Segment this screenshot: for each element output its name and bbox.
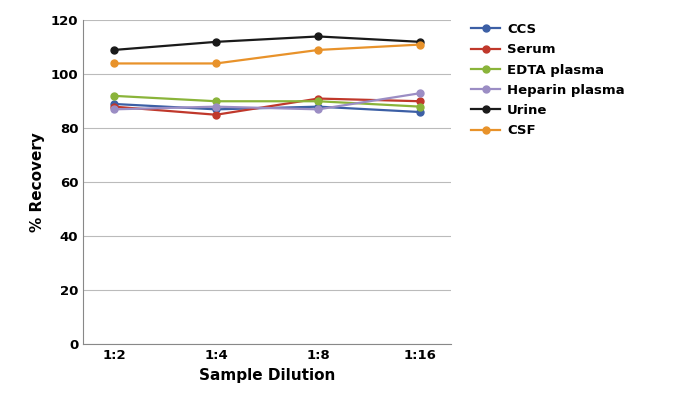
EDTA plasma [212,99,220,104]
Heparin plasma [314,107,323,112]
Heparin plasma [212,104,220,109]
Urine [110,47,118,52]
Line: Heparin plasma: Heparin plasma [110,90,424,113]
Line: CSF: CSF [110,41,424,67]
CCS [212,107,220,112]
CSF [314,47,323,52]
Serum [314,96,323,101]
Urine [212,39,220,44]
Heparin plasma [416,91,425,96]
Serum [416,99,425,104]
CCS [416,110,425,115]
Line: Serum: Serum [110,95,424,118]
Y-axis label: % Recovery: % Recovery [31,132,45,232]
CCS [110,102,118,107]
Urine [314,34,323,39]
CSF [212,61,220,66]
CCS [314,104,323,109]
EDTA plasma [314,99,323,104]
CSF [416,42,425,47]
Line: EDTA plasma: EDTA plasma [110,92,424,110]
EDTA plasma [416,104,425,109]
Legend: CCS, Serum, EDTA plasma, Heparin plasma, Urine, CSF: CCS, Serum, EDTA plasma, Heparin plasma,… [468,20,627,140]
X-axis label: Sample Dilution: Sample Dilution [199,368,335,383]
Serum [212,112,220,117]
EDTA plasma [110,94,118,98]
CSF [110,61,118,66]
Line: CCS: CCS [110,100,424,115]
Serum [110,104,118,109]
Line: Urine: Urine [110,33,424,53]
Urine [416,39,425,44]
Heparin plasma [110,107,118,112]
